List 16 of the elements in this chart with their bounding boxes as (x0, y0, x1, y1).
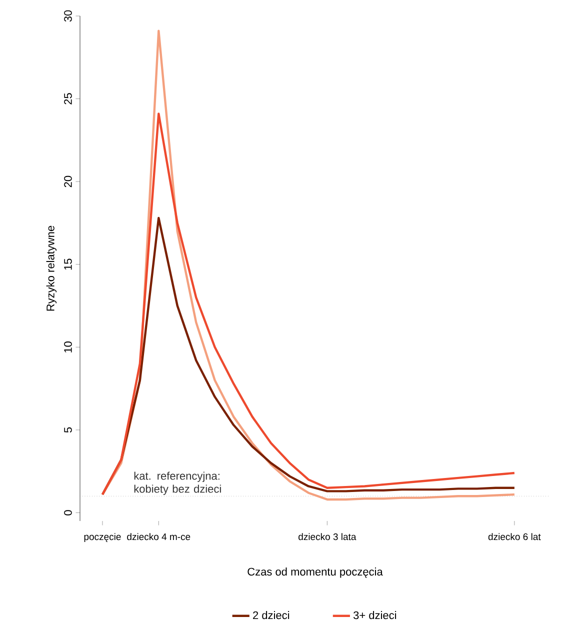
y-axis-title: Ryzyko relatywne (46, 226, 57, 311)
legend-label: 2 dzieci (253, 611, 290, 620)
legend-label: 3+ dzieci (353, 611, 396, 620)
x-tick-label: poczęcie (84, 533, 121, 542)
y-tick-label: 10 (64, 341, 72, 352)
y-tick-label: 20 (64, 176, 72, 188)
x-tick-label: dziecko 4 m-ce (127, 533, 190, 540)
y-tick-label: 25 (64, 93, 72, 104)
x-tick-label: dziecko 3 lata (298, 533, 356, 540)
x-axis-title: Czas od momentu poczęcia (248, 568, 383, 578)
y-tick-label: 15 (64, 258, 72, 270)
y-tick-label: 5 (64, 427, 72, 433)
x-tick-label: dziecko 6 lat (488, 533, 541, 540)
y-tick-label: 0 (64, 510, 72, 516)
y-tick-label: 30 (64, 10, 72, 22)
ref-line-label: kat. referencyjna: kobiety bez dzieci (134, 472, 221, 495)
